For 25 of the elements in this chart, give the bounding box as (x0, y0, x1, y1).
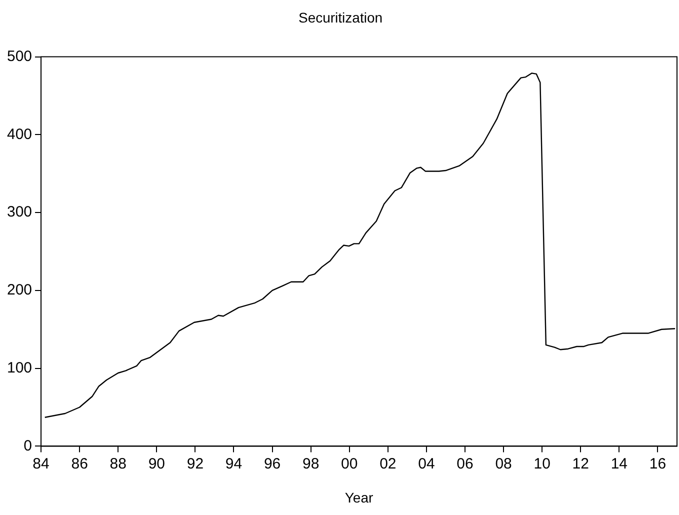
x-tick-label: 00 (341, 455, 358, 472)
x-tick-label: 92 (186, 455, 204, 472)
y-tick-label: 200 (6, 282, 32, 299)
x-tick-label: 12 (572, 455, 589, 472)
x-tick-label: 14 (610, 455, 628, 472)
x-tick-label: 16 (649, 455, 666, 472)
y-tick-label: 400 (6, 126, 32, 143)
x-tick-label: 88 (110, 455, 126, 472)
x-tick-label: 90 (148, 455, 165, 472)
x-tick-label: 98 (302, 455, 320, 472)
chart-title: Securitization (298, 9, 383, 26)
x-tick-label: 84 (32, 455, 50, 472)
y-tick-label: 100 (6, 359, 32, 376)
x-tick-label: 96 (264, 455, 281, 472)
x-tick-label: 86 (71, 455, 88, 472)
x-tick-label: 08 (495, 455, 512, 472)
x-tick-label: 02 (380, 455, 396, 472)
y-tick-label: 500 (6, 48, 32, 65)
x-tick-label: 06 (456, 455, 474, 472)
x-tick-label: 10 (534, 455, 550, 472)
x-tick-label: 04 (418, 455, 435, 472)
y-tick-label: 0 (24, 437, 32, 454)
y-tick-label: 300 (6, 204, 32, 221)
x-tick-label: 94 (225, 455, 242, 472)
x-axis-title: Year (344, 489, 374, 506)
